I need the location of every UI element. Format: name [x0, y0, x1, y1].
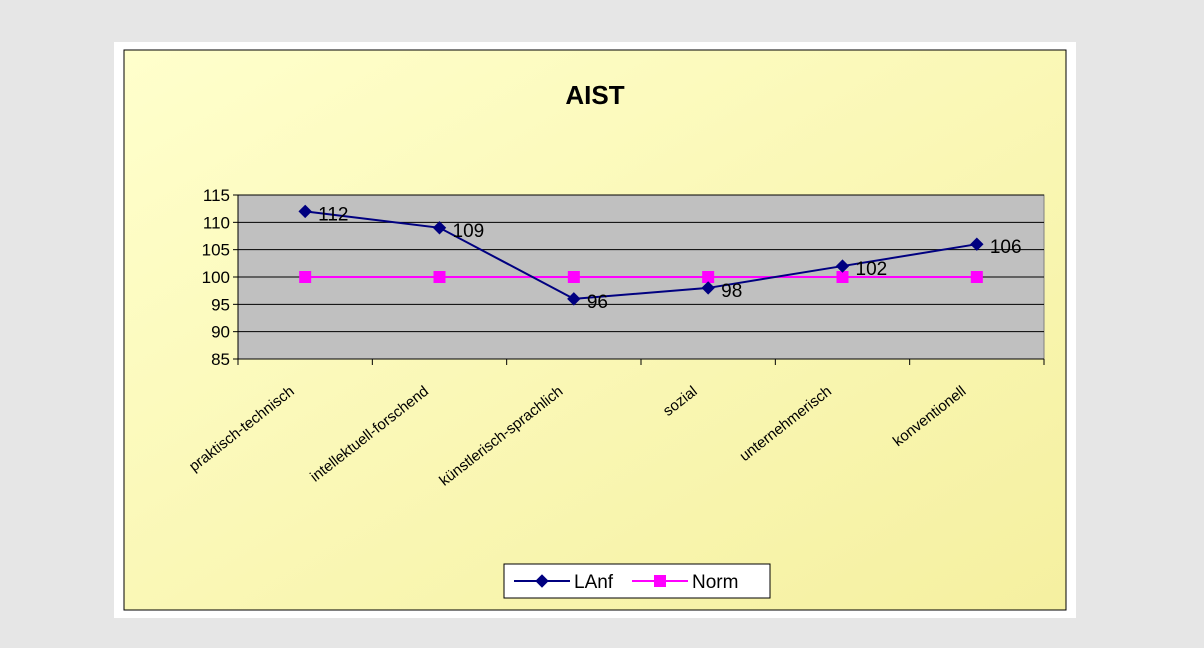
legend: LAnf Norm	[503, 563, 771, 599]
data-point-lanf	[432, 221, 447, 235]
data-label: 109	[453, 221, 485, 242]
y-tick-label: 110	[203, 213, 230, 232]
y-tick-label: 85	[211, 350, 230, 369]
y-tick-label: 105	[202, 241, 230, 260]
y-tick-label: 95	[211, 295, 230, 314]
legend-swatch-marker	[535, 574, 549, 588]
data-label: 96	[587, 292, 608, 313]
data-point-lanf	[835, 259, 850, 273]
data-point-norm	[567, 271, 580, 283]
y-tick-label: 90	[211, 323, 230, 342]
data-label: 112	[318, 204, 348, 225]
y-tick-label: 115	[203, 186, 230, 205]
page-background: AIST 115 110 105 100 95 90 85 praktisch-technis…	[8, 8, 1196, 640]
data-label: 102	[856, 259, 888, 280]
y-tick-label: 100	[202, 268, 230, 287]
legend-swatch-marker	[654, 575, 666, 587]
data-point-norm	[702, 271, 715, 283]
data-point-norm	[433, 271, 446, 283]
data-label: 98	[721, 281, 742, 302]
data-point-lanf	[701, 281, 715, 295]
data-point-lanf	[970, 237, 984, 251]
data-label: 106	[990, 237, 1022, 258]
data-point-norm	[299, 271, 312, 283]
data-point-norm	[836, 271, 849, 283]
data-point-lanf	[298, 204, 312, 219]
legend-label: LAnf	[574, 572, 614, 593]
line-chart: AIST 115110105100959085praktisch-technis…	[123, 49, 1067, 611]
series-line-lanf	[305, 210, 977, 300]
data-point-norm	[970, 271, 983, 283]
chart-frame: AIST 115 110 105 100 95 90 85 praktisch-technis…	[114, 42, 1076, 618]
data-point-lanf	[567, 292, 581, 306]
chart-title: AIST	[565, 80, 624, 110]
legend-label: Norm	[692, 572, 738, 593]
